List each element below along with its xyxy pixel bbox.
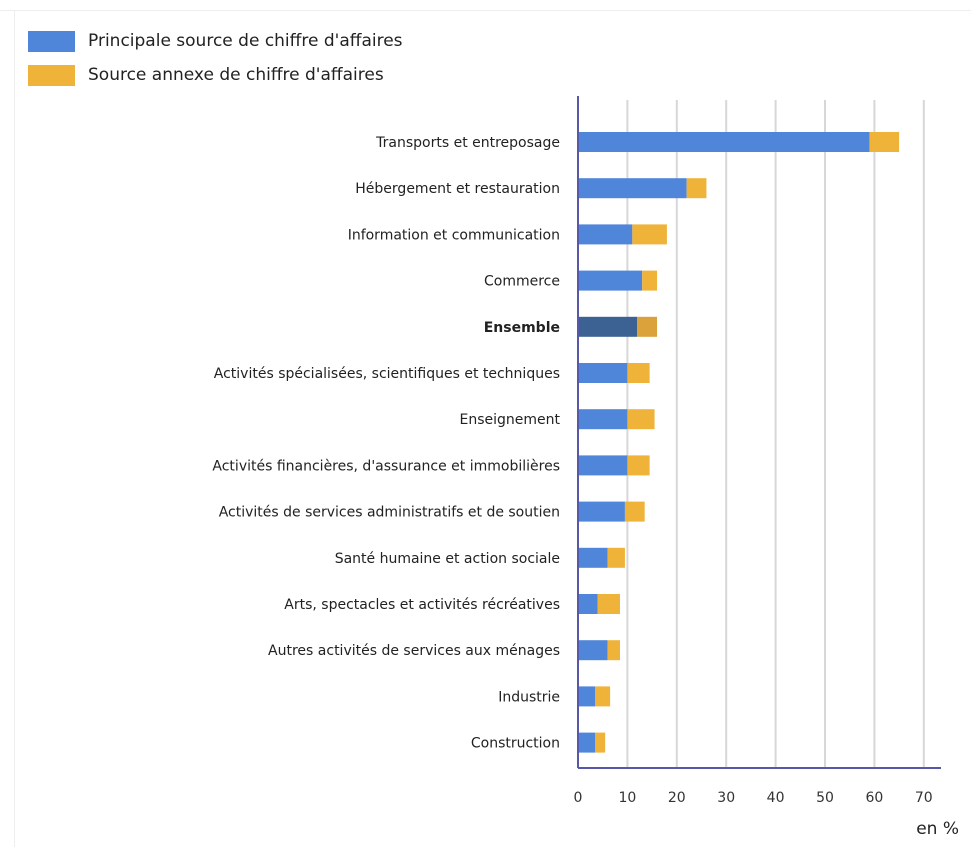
x-axis-title: en % [916, 819, 959, 839]
bar-secondary-0 [869, 132, 900, 152]
legend-swatch-secondary [28, 64, 75, 86]
category-label: Information et communication [348, 227, 560, 243]
bar-main-12 [578, 686, 596, 707]
bar-main-11 [578, 640, 608, 661]
bar-main-13 [578, 732, 596, 753]
bar-main-4 [578, 316, 638, 337]
x-tick-label: 0 [574, 790, 583, 806]
bar-secondary-8 [624, 501, 645, 522]
legend: Principale source de chiffre d'affaires … [28, 24, 403, 92]
category-label: Hébergement et restauration [355, 181, 560, 197]
category-label: Arts, spectacles et activités récréative… [284, 597, 560, 613]
bar-main-9 [578, 547, 608, 568]
bar-secondary-1 [686, 178, 707, 199]
bar-main-10 [578, 594, 598, 614]
category-label: Ensemble [484, 320, 560, 336]
bars [578, 132, 900, 753]
grid-lines [626, 100, 925, 768]
x-tick-label: 30 [717, 790, 735, 806]
bar-main-5 [578, 363, 628, 383]
bar-main-1 [578, 178, 687, 199]
category-label: Enseignement [459, 412, 560, 428]
x-tick-label: 50 [816, 790, 834, 806]
bar-secondary-10 [597, 594, 620, 614]
bar-secondary-13 [595, 732, 606, 753]
x-tick-label: 70 [915, 790, 933, 806]
x-tick-label: 10 [618, 790, 636, 806]
frame-border-top [0, 10, 971, 11]
legend-item-secondary: Source annexe de chiffre d'affaires [28, 58, 403, 92]
axes: 0 10 20 30 40 50 60 70 [574, 96, 941, 806]
bar-secondary-12 [595, 686, 611, 707]
category-label: Transports et entreposage [375, 135, 560, 151]
bar-secondary-3 [642, 270, 658, 291]
bar-main-6 [578, 409, 628, 430]
bar-main-7 [578, 455, 628, 476]
category-label: Santé humaine et action sociale [335, 551, 560, 567]
x-tick-label: 20 [668, 790, 686, 806]
category-label: Industrie [498, 689, 560, 705]
bar-main-3 [578, 270, 643, 291]
bar-secondary-5 [627, 363, 650, 383]
category-label: Activités financières, d'assurance et im… [212, 458, 560, 474]
legend-label-secondary: Source annexe de chiffre d'affaires [88, 65, 384, 85]
bar-secondary-2 [632, 224, 667, 245]
bar-secondary-6 [627, 409, 655, 430]
legend-label-main: Principale source de chiffre d'affaires [88, 31, 403, 51]
category-label: Construction [471, 736, 560, 752]
x-tick-label: 60 [865, 790, 883, 806]
legend-swatch-main [28, 30, 75, 52]
bar-secondary-4 [637, 316, 658, 337]
category-label: Activités de services administratifs et … [219, 505, 560, 521]
category-labels: Transports et entreposage Hébergement et … [212, 135, 560, 752]
bar-main-0 [578, 132, 870, 152]
bar-main-8 [578, 501, 625, 522]
category-label: Activités spécialisées, scientifiques et… [214, 366, 560, 382]
bar-secondary-11 [607, 640, 620, 661]
bar-secondary-9 [607, 547, 625, 568]
category-label: Autres activités de services aux ménages [268, 643, 560, 659]
x-tick-label: 40 [767, 790, 785, 806]
bar-main-2 [578, 224, 633, 245]
frame-border-left [14, 10, 15, 847]
legend-item-main: Principale source de chiffre d'affaires [28, 24, 403, 58]
bar-secondary-7 [627, 455, 650, 476]
category-label: Commerce [484, 274, 560, 290]
